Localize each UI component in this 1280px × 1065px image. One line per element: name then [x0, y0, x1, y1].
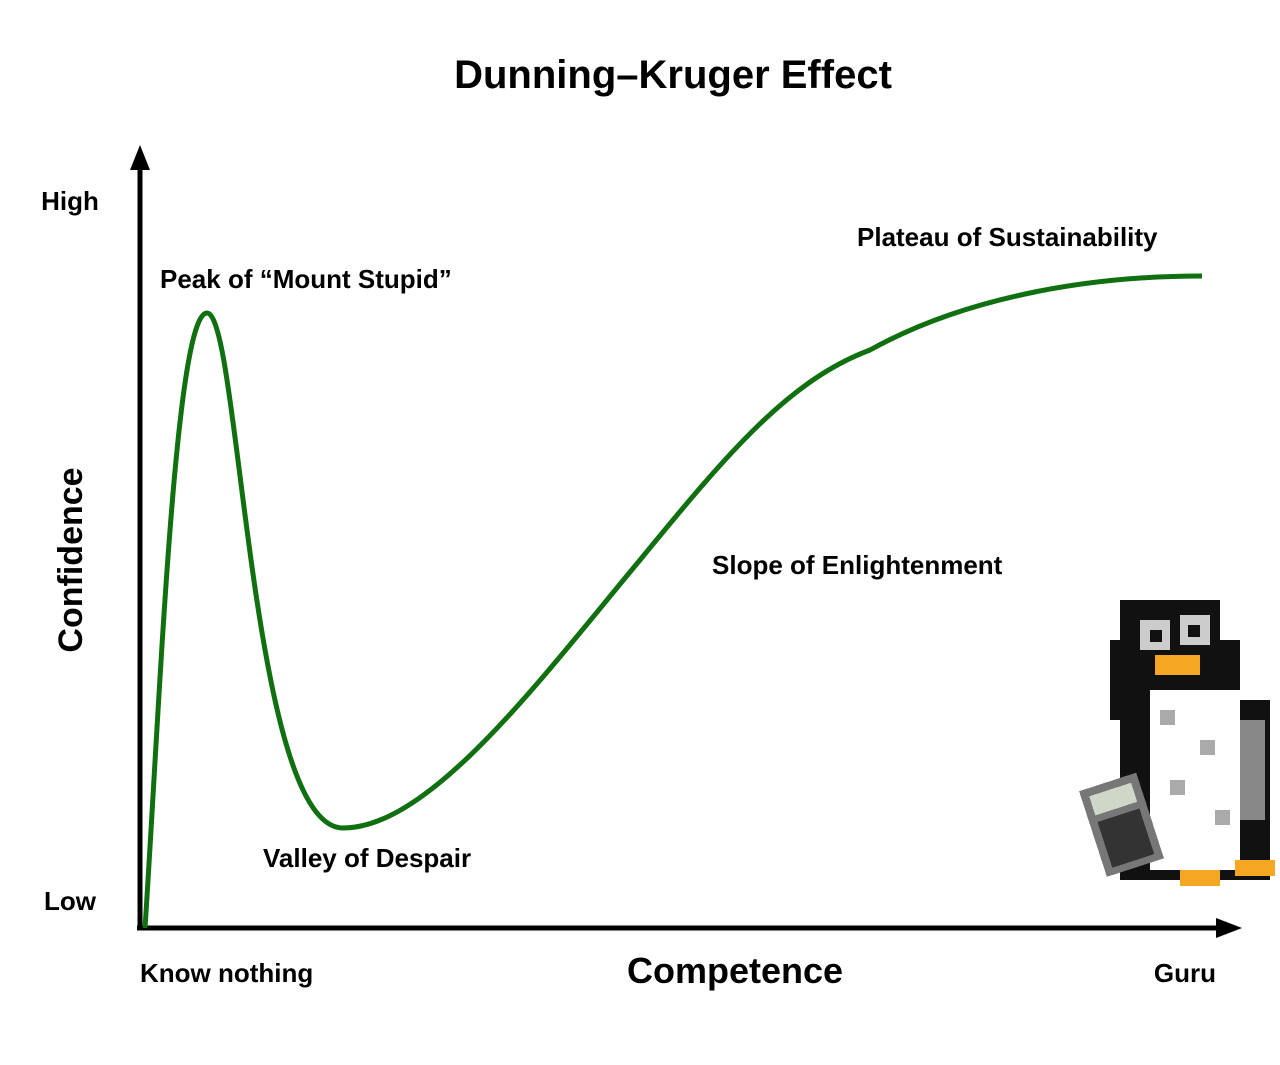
x-arrow — [1216, 918, 1242, 938]
annotation: Slope of Enlightenment — [712, 550, 1003, 580]
x-axis-label: Competence — [627, 950, 843, 991]
annotation: Plateau of Sustainability — [857, 222, 1158, 252]
y-axis-label: Confidence — [52, 467, 90, 652]
annotation: Peak of “Mount Stupid” — [160, 264, 452, 294]
x-start: Know nothing — [140, 958, 313, 988]
y-low: Low — [44, 886, 97, 916]
annotation: Valley of Despair — [263, 843, 471, 873]
y-high: High — [41, 186, 99, 216]
title: Dunning–Kruger Effect — [454, 53, 892, 97]
penguin-illustration — [1079, 600, 1275, 886]
y-arrow — [130, 145, 150, 170]
curve — [142, 273, 1203, 929]
x-end: Guru — [1154, 958, 1216, 988]
